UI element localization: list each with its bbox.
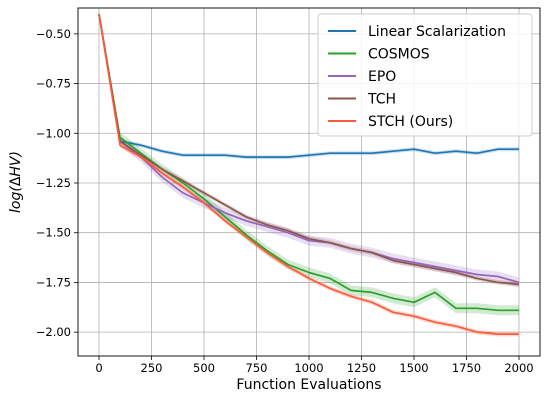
x-tick-label: 2000 [504,361,533,375]
line-epo [98,13,520,284]
legend-label-epo: EPO [368,69,396,85]
y-tick-label: −0.75 [36,77,71,91]
y-axis-label-prefix: log( [8,186,24,213]
line-stch-ours [98,13,519,335]
x-tick-label: 1250 [347,361,376,375]
legend-label-linear-scalarization: Linear Scalarization [368,24,506,40]
y-tick-label: −2.00 [36,325,71,339]
x-axis-label: Function Evaluations [236,377,381,393]
x-tick-label: 1000 [294,361,323,375]
legend-label-stch-ours: STCH (Ours) [368,114,453,130]
x-tick-label: 0 [95,361,102,375]
legend-label-cosmos: COSMOS [368,47,430,63]
y-axis-label-suffix: ) [8,151,24,157]
x-tick-label: 1750 [452,361,481,375]
x-tick-label: 250 [141,361,163,375]
line-tch [98,13,520,286]
x-axis-ticks: 0 250 500 750 1000 1250 1500 1750 2000 [95,356,534,375]
series-lines [98,13,520,335]
y-axis-label-var: HV [8,155,24,177]
x-tick-label: 1500 [399,361,428,375]
y-tick-label: −1.75 [36,275,71,289]
y-tick-label: −1.00 [36,126,71,140]
x-tick-label: 500 [193,361,215,375]
y-tick-label: −1.50 [36,226,71,240]
y-axis-label: log(ΔHV) [8,151,24,213]
line-linear-scalarization [98,13,519,158]
y-tick-label: −0.50 [36,27,71,41]
legend-label-tch: TCH [367,92,396,108]
y-axis-ticks: −0.50 −0.75 −1.00 −1.25 −1.50 −1.75 −2.00 [36,27,78,339]
legend-box [317,13,533,137]
y-tick-label: −1.25 [36,176,71,190]
y-axis-label-delta: Δ [8,176,24,186]
x-tick-label: 750 [246,361,268,375]
legend: Linear Scalarization COSMOS EPO TCH STCH (Ou… [317,13,533,137]
